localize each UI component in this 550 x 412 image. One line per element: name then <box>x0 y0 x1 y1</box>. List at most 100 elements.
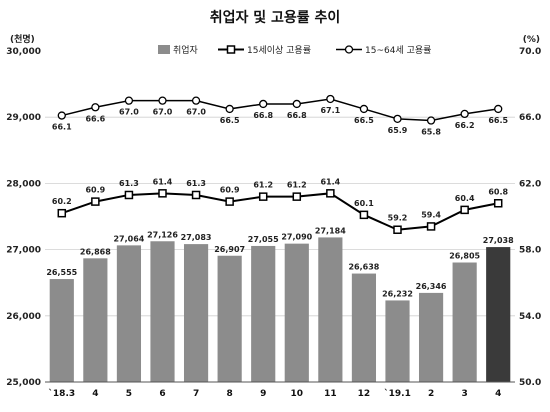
bar-value-label: 27,064 <box>113 234 144 243</box>
rate1564-value-label: 67.1 <box>320 106 340 115</box>
rate15-value-label: 61.2 <box>253 181 273 190</box>
marker-rate1564 <box>57 111 66 120</box>
legend-label-rate1564: 15~64세 고용률 <box>365 45 431 56</box>
marker-rate1564 <box>259 99 268 109</box>
category-label: 4 <box>92 389 98 399</box>
marker-rate1564 <box>158 96 167 105</box>
marker-rate15 <box>158 189 167 198</box>
marker-rate1564 <box>124 96 134 105</box>
bar <box>83 258 108 382</box>
right-tick-label: 62.0 <box>519 179 541 189</box>
left-tick-label: 25,000 <box>6 378 41 388</box>
bar <box>318 237 343 382</box>
bar <box>217 255 242 382</box>
category-label: 7 <box>193 389 199 399</box>
left-tick-label: 30,000 <box>6 47 41 57</box>
marker-rate1564 <box>494 104 503 114</box>
rate1564-value-label: 66.6 <box>85 114 105 123</box>
bar-value-label: 27,083 <box>181 233 212 242</box>
marker-rate15 <box>460 205 469 215</box>
rate1564-value-label: 67.0 <box>119 108 139 117</box>
bar-value-label: 26,232 <box>382 289 413 298</box>
line-rate15 <box>61 192 499 231</box>
rate15-value-label: 59.4 <box>421 210 441 219</box>
rate1564-value-label: 66.5 <box>220 116 240 125</box>
bar-value-label: 27,090 <box>281 233 312 242</box>
bar-value-label: 27,184 <box>315 226 346 235</box>
marker-rate15 <box>91 197 100 206</box>
rate1564-value-label: 66.8 <box>287 111 307 120</box>
rate15-value-label: 60.4 <box>455 194 475 203</box>
rate15-value-label: 61.3 <box>119 179 139 188</box>
legend-marker-rate15 <box>226 45 236 54</box>
category-label: 9 <box>260 389 266 399</box>
left-axis-unit: (천명) <box>10 33 35 45</box>
bar-value-label: 26,346 <box>416 282 447 291</box>
rate15-value-label: 59.2 <box>388 214 408 223</box>
right-tick-label: 54.0 <box>519 312 541 322</box>
rate15-value-label: 60.8 <box>488 187 508 196</box>
marker-rate15 <box>292 192 302 201</box>
legend: 취업자 15세이상 고용률 15~64세 고용률 <box>158 45 431 56</box>
marker-rate15 <box>124 190 134 200</box>
rate1564-value-label: 67.0 <box>153 108 173 117</box>
marker-rate15 <box>225 197 234 206</box>
bar-value-label: 26,907 <box>214 245 245 254</box>
left-axis: 25,000 26,000 27,000 28,000 29,000 30,000 <box>6 47 41 388</box>
line-series <box>57 94 503 234</box>
rate1564-value-label: 66.5 <box>488 116 508 125</box>
marker-rate1564 <box>393 114 402 124</box>
marker-rate15 <box>258 192 268 201</box>
bar-series-employed <box>49 237 511 382</box>
rate15-value-label: 60.9 <box>220 186 240 195</box>
bar-value-label: 26,868 <box>80 247 111 256</box>
bar <box>183 244 209 382</box>
right-tick-label: 66.0 <box>519 113 541 123</box>
marker-rate15 <box>359 210 369 220</box>
line-data-labels: 60.2 60.9 61.3 61.4 61.3 60.9 61.2 61.2 61.4 60.1… <box>52 106 509 223</box>
legend-label-employed: 취업자 <box>173 45 199 56</box>
marker-rate15 <box>57 208 67 218</box>
marker-rate1564 <box>191 96 201 105</box>
category-label: 2 <box>428 389 434 399</box>
right-axis-unit: (%) <box>523 35 540 45</box>
bar-value-label: 26,638 <box>348 263 379 272</box>
x-axis-categories: `18.3 4 5 6 7 8 9 10 11 12 `19.1 2 3 4 <box>48 388 501 399</box>
bar-value-label: 27,038 <box>483 236 514 245</box>
rate15-value-label: 60.9 <box>85 186 105 195</box>
category-label: `19.1 <box>384 388 411 399</box>
bar <box>486 247 511 382</box>
rate1564-value-label: 66.8 <box>253 111 273 120</box>
bar <box>116 245 142 382</box>
legend-label-rate15: 15세이상 고용률 <box>247 45 311 56</box>
legend-swatch-employed <box>158 45 170 54</box>
marker-rate1564 <box>91 103 100 112</box>
left-tick-label: 26,000 <box>6 312 41 322</box>
rate15-value-label: 60.2 <box>52 197 72 206</box>
marker-rate1564 <box>225 104 234 114</box>
marker-rate1564 <box>326 94 335 104</box>
left-tick-label: 27,000 <box>6 246 41 256</box>
marker-rate1564 <box>460 109 469 119</box>
bar <box>284 243 309 382</box>
marker-rate1564 <box>292 99 301 109</box>
category-label: `18.3 <box>48 388 75 399</box>
bar <box>452 262 477 382</box>
category-label: 8 <box>227 389 233 399</box>
marker-rate15 <box>191 190 201 200</box>
bar <box>251 245 276 382</box>
bar <box>418 292 444 382</box>
chart-title: 취업자 및 고용률 추이 <box>210 9 341 26</box>
marker-rate1564 <box>426 116 436 125</box>
category-label: 10 <box>291 389 304 399</box>
bar <box>385 300 410 382</box>
rate15-value-label: 61.3 <box>186 179 206 188</box>
bar-value-label: 26,805 <box>449 252 480 261</box>
marker-rate1564 <box>359 104 369 114</box>
left-tick-label: 29,000 <box>6 113 41 123</box>
rate15-value-label: 61.2 <box>287 181 307 190</box>
rate1564-value-label: 66.5 <box>354 116 374 125</box>
rate1564-value-label: 66.1 <box>52 123 72 132</box>
